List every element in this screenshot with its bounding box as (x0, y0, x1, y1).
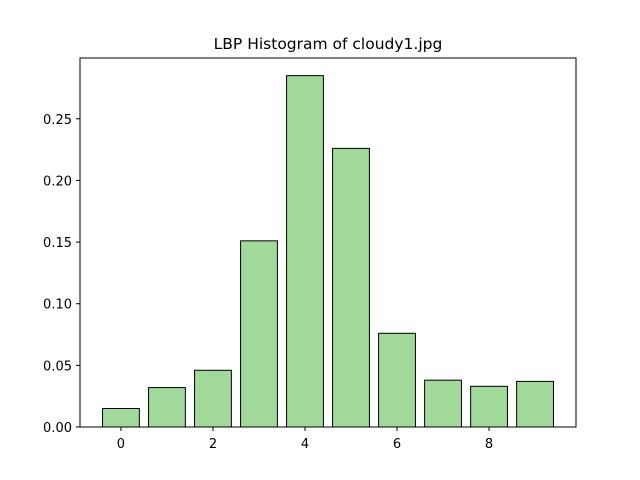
x-tick-label: 4 (301, 437, 309, 452)
bar-2 (194, 369, 232, 428)
bar-5 (332, 147, 370, 428)
y-tick-label: 0.05 (43, 359, 72, 374)
bar-6 (378, 332, 416, 428)
x-tick-label: 8 (485, 437, 493, 452)
bar-4 (286, 75, 324, 428)
axes-frame (79, 57, 577, 428)
x-tick-label: 0 (117, 437, 125, 452)
bars-group (102, 75, 554, 428)
y-axis-ticks: 0.00 0.05 0.10 0.15 0.20 0.25 (43, 113, 80, 436)
bar-8 (470, 385, 508, 428)
y-tick-label: 0.00 (43, 421, 72, 436)
x-tick-label: 2 (209, 437, 217, 452)
y-tick-label: 0.10 (43, 298, 72, 313)
bar-7 (424, 379, 462, 428)
y-tick-label: 0.15 (43, 236, 72, 251)
bar-0 (102, 408, 140, 428)
bar-9 (516, 380, 554, 428)
chart-title: LBP Histogram of cloudy1.jpg (214, 35, 443, 53)
bar-1 (148, 387, 186, 428)
y-tick-label: 0.25 (43, 113, 72, 128)
y-tick-label: 0.20 (43, 174, 72, 189)
x-tick-label: 6 (393, 437, 401, 452)
x-axis-ticks: 0 2 4 6 8 (117, 427, 493, 452)
bar-3 (240, 240, 278, 428)
